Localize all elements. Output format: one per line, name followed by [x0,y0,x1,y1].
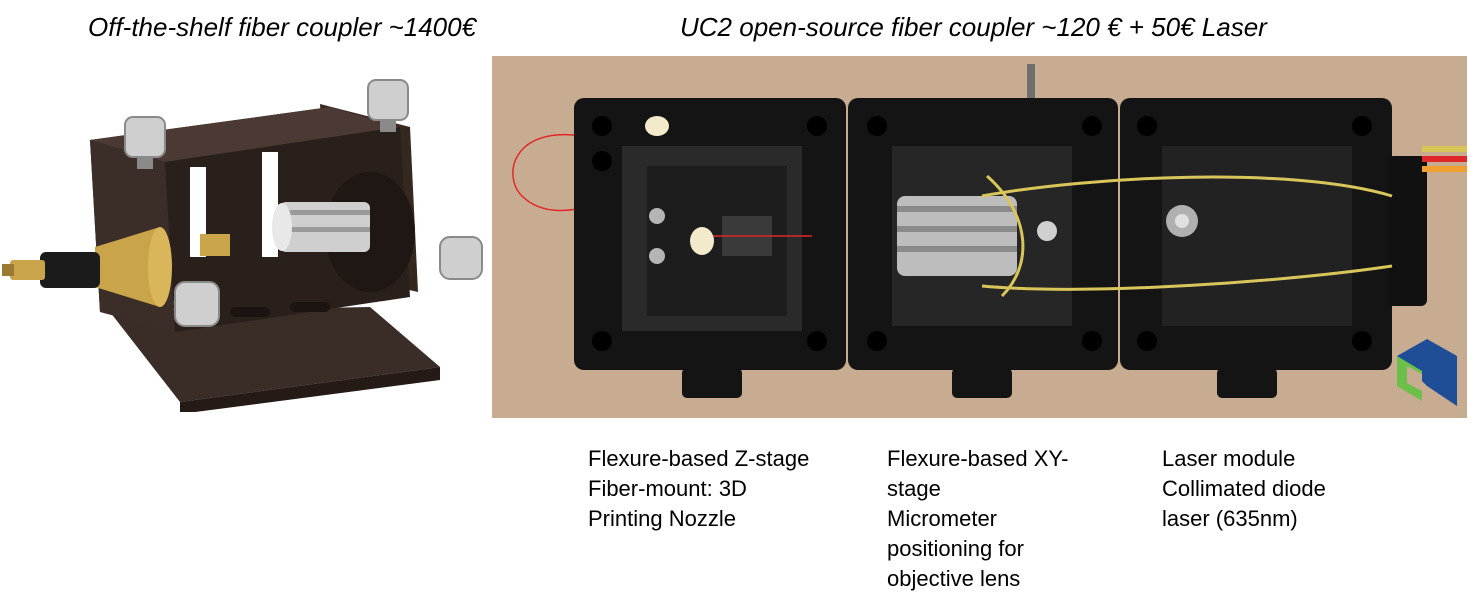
caption-line: Flexure-based XY- [887,446,1069,471]
commercial-fiber-coupler-photo [0,62,492,412]
z-stage-cube [574,98,846,398]
caption-line: positioning for [887,536,1024,561]
caption-line: Micrometer [887,506,998,531]
caption-z-stage: Flexure-based Z-stage Fiber-mount: 3D Pr… [588,444,809,534]
caption-xy-stage: Flexure-based XY- stage Micrometer posit… [887,444,1068,594]
uc2-fiber-coupler-photo [492,56,1467,418]
xy-stage-cube [848,98,1118,398]
uc2-title: UC2 open-source fiber coupler ~120 € + 5… [680,12,1267,42]
caption-line: laser (635nm) [1162,506,1298,531]
off-the-shelf-title: Off-the-shelf fiber coupler ~1400€ [88,12,477,42]
caption-line: stage [887,476,941,501]
laser-module-cube [1120,98,1467,398]
caption-line: Collimated diode [1162,476,1326,501]
caption-line: Flexure-based Z-stage [588,446,810,471]
uc2-logo-icon [1397,339,1457,406]
caption-line: Fiber-mount: 3D [588,476,747,501]
caption-line: Printing Nozzle [588,506,736,531]
caption-laser-module: Laser module Collimated diode laser (635… [1162,444,1326,534]
caption-line: Laser module [1162,446,1296,471]
caption-line: objective lens [887,566,1021,591]
